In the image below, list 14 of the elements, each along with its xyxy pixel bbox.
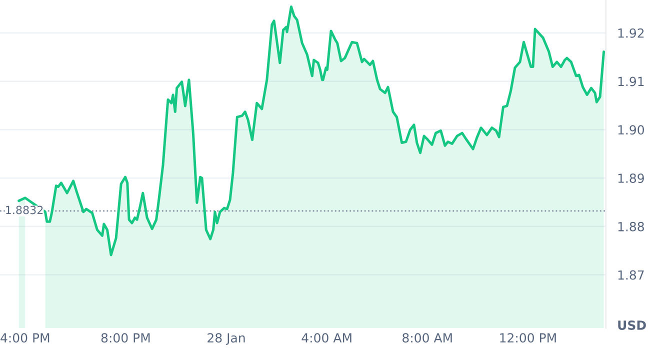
- x-tick-label: 12:00 PM: [500, 333, 556, 343]
- x-tick-label: 8:00 AM: [402, 333, 452, 343]
- y-tick-label: 1.87: [618, 270, 644, 280]
- y-tick-label: 1.89: [618, 174, 644, 183]
- y-tick-label: 1.91: [618, 76, 644, 86]
- y-tick-label: 1.88: [618, 222, 644, 232]
- y-axis-title: USD: [618, 320, 646, 330]
- x-tick-label: 4:00 PM: [0, 333, 50, 343]
- x-tick-label: 8:00 PM: [101, 333, 150, 343]
- x-tick-label: 4:00 AM: [302, 333, 352, 343]
- x-tick-label: 28 Jan: [208, 333, 245, 345]
- ref-line-label: 1.8832: [6, 206, 43, 214]
- y-tick-label: 1.90: [618, 125, 644, 135]
- y-tick-label: 1.92: [618, 28, 644, 38]
